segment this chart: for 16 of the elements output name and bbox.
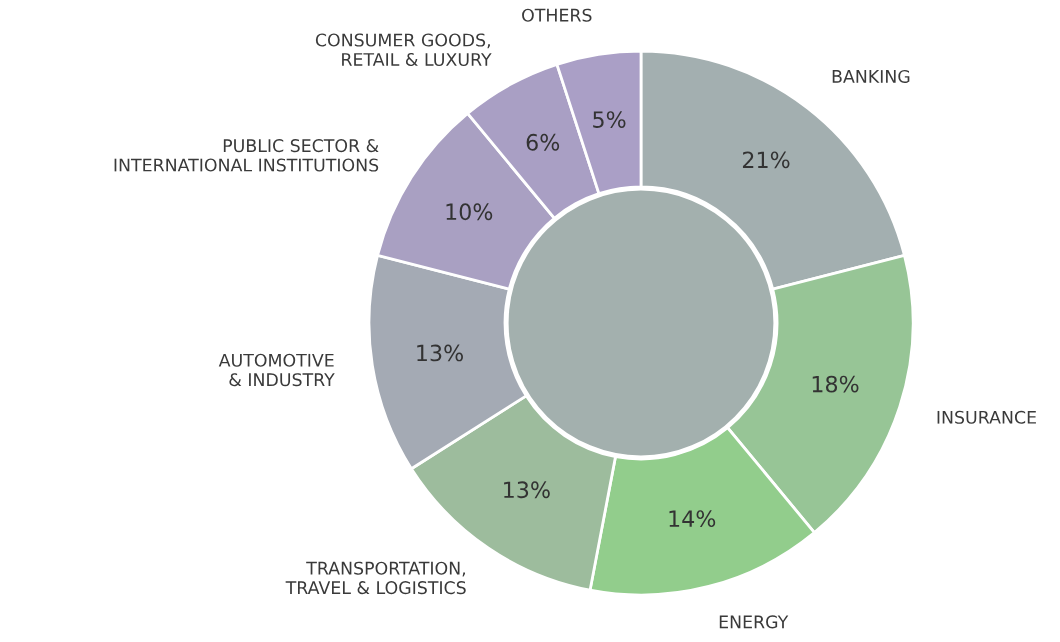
slice-label: PUBLIC SECTOR & INTERNATIONAL INSTITUTIONS [114,139,379,172]
data-label: 14% [669,510,716,528]
slice-label: TRANSPORTATION, TRAVEL & LOGISTICS [285,561,466,595]
slice-label: OTHERS [522,8,592,22]
slice-label: INSURANCE [937,410,1036,424]
data-label: 5% [593,111,626,128]
slice-label: AUTOMOTIVE & INDUSTRY [218,353,335,387]
data-label: 6% [526,133,560,151]
data-label: 21% [742,151,790,169]
data-label: 13% [417,344,463,362]
slice-label: CONSUMER GOODS, RETAIL & LUXURY [315,33,492,67]
slice-label: BANKING [832,69,910,84]
data-label: 13% [504,481,550,499]
slice-label: ENERGY [719,615,789,629]
data-label: 18% [812,375,859,393]
data-label: 10% [446,203,493,221]
